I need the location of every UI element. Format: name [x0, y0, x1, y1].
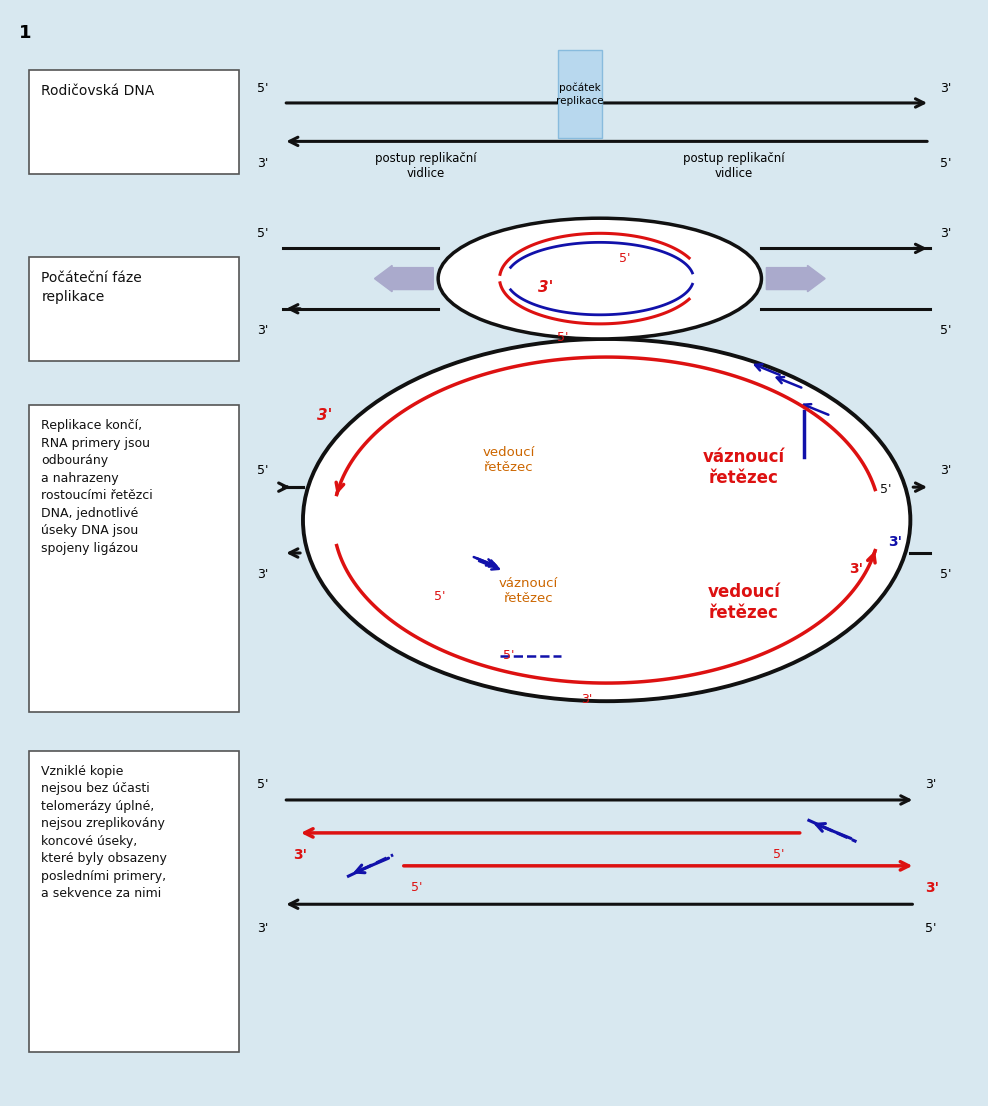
Text: Rodičovská DNA: Rodičovská DNA: [41, 84, 155, 98]
Text: 5': 5': [774, 848, 784, 862]
Text: 5': 5': [618, 252, 630, 265]
Text: 3': 3': [940, 465, 951, 477]
Text: 3': 3': [925, 880, 939, 895]
Text: vedoucí
řetězec: vedoucí řetězec: [482, 446, 535, 473]
Text: 3': 3': [538, 280, 553, 295]
Text: Replikace končí,
RNA primery jsou
odbourány
a nahrazeny
rostoucími řetězci
DNA, : Replikace končí, RNA primery jsou odbour…: [41, 419, 153, 554]
Text: 3': 3': [940, 82, 951, 95]
Text: 5': 5': [880, 483, 891, 495]
Text: váznoucí
řetězec: váznoucí řetězec: [702, 448, 784, 487]
Text: 5': 5': [503, 649, 515, 662]
FancyArrow shape: [374, 265, 434, 292]
Text: 3': 3': [257, 568, 269, 582]
FancyBboxPatch shape: [29, 257, 239, 361]
Text: Vzniklé kopie
nejsou bez účasti
telomerázy úplné,
nejsou zreplikovány
koncové ús: Vzniklé kopie nejsou bez účasti telomerá…: [41, 765, 167, 900]
FancyBboxPatch shape: [29, 70, 239, 175]
FancyBboxPatch shape: [557, 50, 602, 138]
FancyBboxPatch shape: [29, 405, 239, 712]
Text: postup replikační
vidlice: postup replikační vidlice: [374, 152, 476, 179]
Ellipse shape: [438, 218, 762, 338]
Text: 5': 5': [257, 227, 269, 240]
Text: 5': 5': [411, 881, 422, 895]
Text: 3': 3': [257, 324, 269, 337]
Text: 5': 5': [557, 331, 568, 344]
Text: váznoucí
řetězec: váznoucí řetězec: [499, 577, 558, 605]
Text: postup replikační
vidlice: postup replikační vidlice: [684, 152, 784, 179]
Text: 3': 3': [849, 563, 863, 576]
Text: 5': 5': [257, 779, 269, 791]
Text: 3': 3': [257, 157, 269, 170]
Text: 5': 5': [257, 82, 269, 95]
FancyBboxPatch shape: [29, 751, 239, 1053]
Text: Počáteční fáze
replikace: Počáteční fáze replikace: [41, 271, 142, 304]
Text: 5': 5': [434, 591, 446, 604]
Text: 5': 5': [940, 157, 951, 170]
Text: 5': 5': [925, 922, 937, 935]
Text: vedoucí
řetězec: vedoucí řetězec: [707, 583, 781, 622]
Text: 3': 3': [940, 227, 951, 240]
Text: 3': 3': [887, 535, 902, 549]
FancyArrow shape: [767, 265, 825, 292]
Text: 3': 3': [925, 779, 937, 791]
Text: 3': 3': [257, 922, 269, 935]
Text: 3': 3': [317, 408, 332, 424]
Ellipse shape: [303, 338, 910, 701]
Text: 1: 1: [19, 24, 32, 42]
Text: 3': 3': [293, 848, 307, 862]
Text: 5': 5': [257, 465, 269, 477]
Text: 3': 3': [581, 692, 593, 706]
Text: počátek
replikace: počátek replikace: [556, 83, 604, 106]
Text: 5': 5': [940, 324, 951, 337]
Text: 5': 5': [940, 568, 951, 582]
